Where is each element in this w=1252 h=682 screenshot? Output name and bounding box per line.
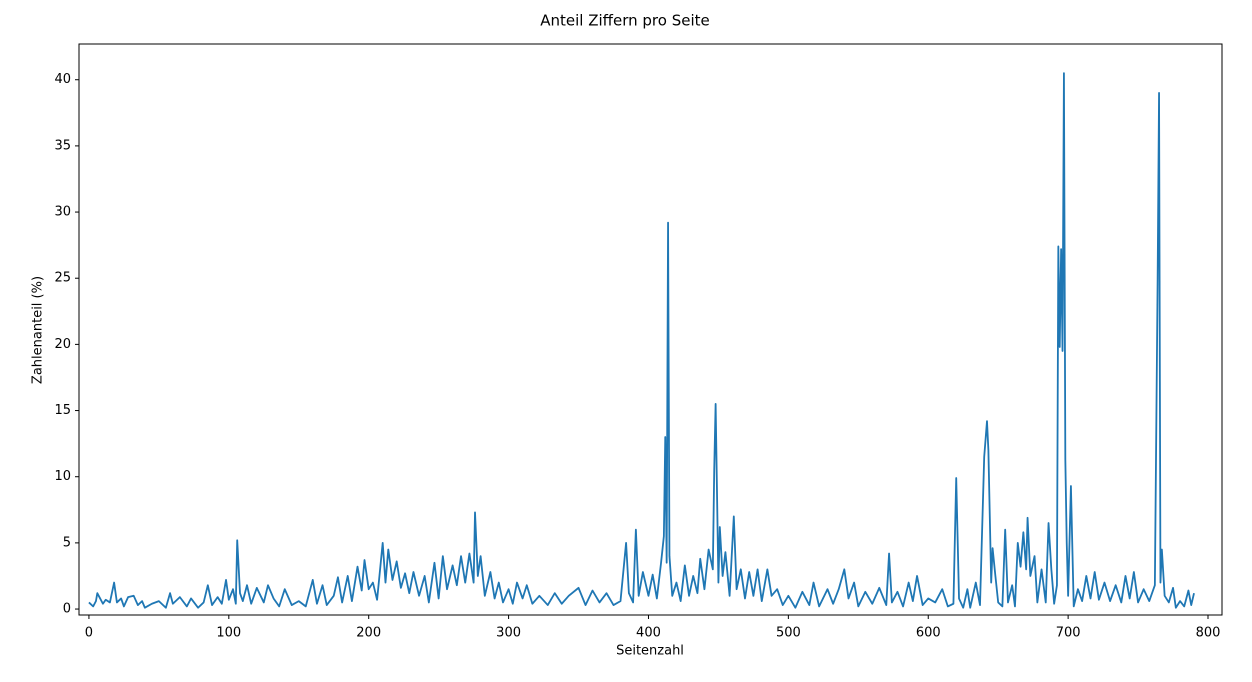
y-axis-label: Zahlenanteil (%) [31,276,46,384]
x-tick-label: 400 [636,626,661,641]
data-line [88,72,1195,609]
plot-area [88,72,1195,609]
y-tick-label: 10 [54,469,71,484]
y-tick-label: 25 [54,271,71,286]
y-tick-label: 20 [54,337,71,352]
x-tick-label: 800 [1196,626,1221,641]
x-tick-label: 100 [216,626,241,641]
x-tick-label: 600 [916,626,941,641]
y-tick-label: 30 [54,205,71,220]
x-tick-label: 500 [776,626,801,641]
y-tick-label: 5 [63,535,71,550]
y-tick-label: 35 [54,138,71,153]
x-tick-label: 0 [85,626,93,641]
chart-title: Anteil Ziffern pro Seite [540,12,710,30]
x-tick-label: 700 [1056,626,1081,641]
y-tick-label: 40 [54,72,71,87]
x-axis-label: Seitenzahl [616,644,684,659]
x-tick-label: 200 [356,626,381,641]
y-tick-label: 0 [63,602,71,617]
y-tick-label: 15 [54,403,71,418]
plot-frame [78,43,1223,616]
x-tick-label: 300 [496,626,521,641]
